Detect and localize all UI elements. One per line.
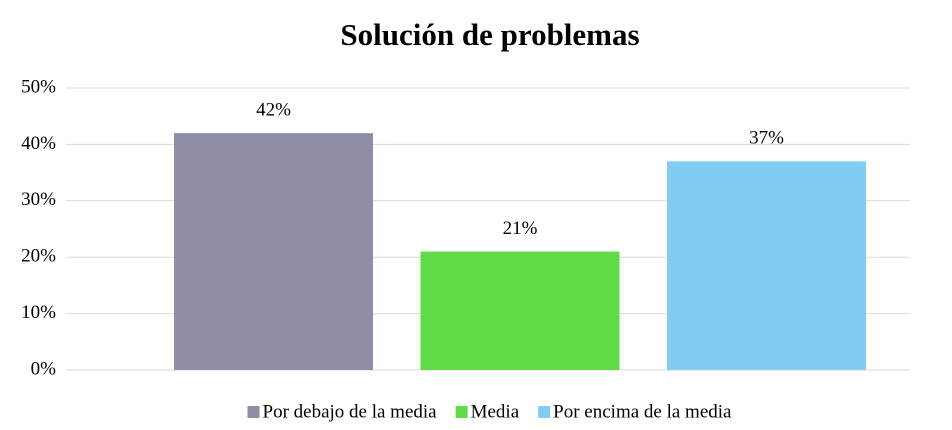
y-tick-label: 20% <box>21 246 56 267</box>
data-label: 37% <box>749 128 784 149</box>
bar <box>174 133 373 370</box>
data-label: 42% <box>256 99 291 120</box>
y-tick-label: 50% <box>21 76 56 97</box>
y-tick-label: 40% <box>21 133 56 154</box>
data-label: 21% <box>503 218 538 239</box>
legend-swatch <box>538 406 551 418</box>
y-tick-label: 10% <box>21 302 56 323</box>
chart-title: Solución de problemas <box>340 17 639 52</box>
y-tick-label: 30% <box>21 189 56 210</box>
bar <box>667 161 866 370</box>
bar <box>420 251 620 370</box>
y-tick-label: 0% <box>31 358 57 379</box>
legend-swatch <box>247 406 260 418</box>
legend-label: Por debajo de la media <box>263 401 438 422</box>
legend-label: Media <box>471 401 520 422</box>
legend-label: Por encima de la media <box>553 401 732 422</box>
legend-swatch <box>455 406 468 418</box>
